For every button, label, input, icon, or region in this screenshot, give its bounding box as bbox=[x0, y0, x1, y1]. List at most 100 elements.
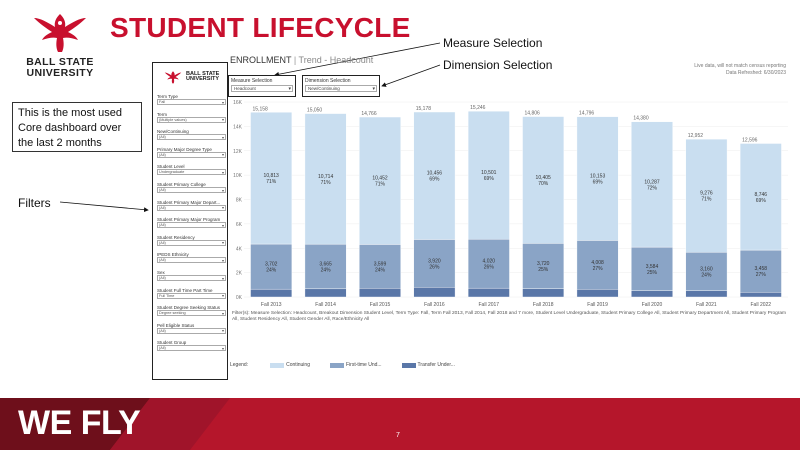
measure-selection-dropdown[interactable]: Headcount bbox=[231, 85, 293, 92]
filter-dropdown[interactable]: (Multiple values) bbox=[157, 116, 226, 123]
footer-slogan: WE FLY bbox=[18, 404, 141, 442]
filter-label: IPEDS Ethnicity bbox=[157, 252, 189, 258]
filter-label: Pell Eligible Status bbox=[157, 322, 195, 328]
bar-transfer bbox=[631, 290, 673, 298]
filter-dropdown[interactable]: (All) bbox=[157, 134, 226, 141]
filter-sex: Sex (All) bbox=[157, 270, 226, 281]
x-category-label: Fall 2019 bbox=[587, 302, 608, 308]
dashboard-title: ENROLLMENT | Trend - Headcount bbox=[230, 55, 373, 65]
bar-continuing bbox=[739, 143, 782, 251]
bar-first-time bbox=[685, 251, 728, 291]
bar-transfer bbox=[304, 288, 347, 298]
y-tick-label: 10K bbox=[233, 173, 243, 179]
continuing-pct-label: 69% bbox=[593, 180, 604, 186]
y-tick-label: 4K bbox=[236, 246, 243, 252]
dimension-selection-label: Dimension Selection bbox=[305, 78, 351, 84]
bar-first-time bbox=[304, 243, 347, 290]
bar-first-time bbox=[631, 246, 673, 291]
live-data-note-1: Live data, will not match census reporti… bbox=[694, 63, 786, 69]
filter-label: Student Degree Seeking Status bbox=[157, 305, 221, 311]
filter-label: Student Group bbox=[157, 340, 187, 346]
filter-primary-major-degree-type: Primary Major Degree Type (All) bbox=[157, 147, 226, 158]
y-tick-label: 8K bbox=[236, 198, 243, 204]
first-time-value-label: 4,008 bbox=[591, 260, 604, 266]
filter-dropdown[interactable]: Fall bbox=[157, 99, 226, 105]
filter-label: Student Residency bbox=[157, 234, 195, 240]
y-tick-label: 2K bbox=[236, 271, 243, 277]
y-tick-label: 12K bbox=[233, 149, 243, 155]
first-time-pct-label: 24% bbox=[321, 267, 332, 273]
cardinal-small-icon bbox=[164, 71, 182, 84]
filter-label: Primary Major Degree Type bbox=[157, 146, 212, 152]
bar-transfer bbox=[250, 288, 293, 298]
legend-swatch bbox=[270, 362, 285, 368]
dimension-selection-dropdown[interactable]: New/Continuing bbox=[305, 85, 377, 92]
measure-arrow bbox=[274, 42, 441, 77]
bar-total-label: 15,246 bbox=[470, 105, 486, 111]
first-time-value-label: 3,599 bbox=[374, 261, 387, 267]
bar-continuing bbox=[631, 121, 673, 248]
measure-callout: Measure Selection bbox=[443, 36, 543, 50]
bar-total-label: 14,796 bbox=[579, 111, 595, 117]
filter-label: Student Level bbox=[157, 164, 185, 170]
bar-transfer bbox=[359, 288, 401, 298]
enrollment-chart: 0K2K4K6K8K10K12K14K16K10,81371%3,70224%1… bbox=[233, 100, 788, 308]
filter-term: Term (Multiple values) bbox=[157, 112, 226, 123]
filter-dropdown[interactable]: (All) bbox=[157, 257, 226, 264]
filter-student-primary-major-depart: Student Primary Major Depart... (All) bbox=[157, 200, 226, 211]
bar-continuing bbox=[250, 112, 293, 245]
filter-dropdown[interactable]: (All) bbox=[157, 345, 226, 352]
filter-dropdown[interactable]: (All) bbox=[157, 222, 226, 229]
bar-first-time bbox=[467, 238, 510, 289]
bar-total-label: 14,766 bbox=[361, 111, 377, 117]
first-time-pct-label: 24% bbox=[701, 272, 712, 278]
filter-student-full-time-part-time: Student Full Time Part Time Full Time bbox=[157, 288, 226, 299]
filter-ipeds-ethnicity: IPEDS Ethnicity (All) bbox=[157, 252, 226, 264]
first-time-pct-label: 24% bbox=[266, 268, 277, 274]
filter-label: Term bbox=[157, 111, 167, 117]
measure-selection-box: Measure Selection Headcount bbox=[228, 75, 296, 97]
legend-text: Transfer Under... bbox=[417, 362, 455, 368]
filter-dropdown[interactable]: (All) bbox=[157, 275, 226, 281]
continuing-pct-label: 69% bbox=[484, 176, 495, 182]
bar-total-label: 12,596 bbox=[742, 137, 758, 143]
first-time-pct-label: 27% bbox=[756, 272, 767, 278]
bar-first-time bbox=[522, 243, 565, 289]
filter-pell-eligible-status: Pell Eligible Status (All) bbox=[157, 323, 226, 334]
filter-new-continuing: New/Continuing (All) bbox=[157, 129, 226, 141]
chart-filters-description: Filter(s): Measure Selection: Headcount,… bbox=[232, 311, 787, 322]
filter-dropdown[interactable]: Undergraduate bbox=[157, 169, 226, 176]
filter-dropdown[interactable]: (All) bbox=[157, 187, 226, 193]
first-time-value-label: 3,584 bbox=[646, 264, 659, 270]
dimension-arrow bbox=[381, 64, 441, 87]
filter-dropdown[interactable]: (All) bbox=[157, 204, 226, 211]
dimension-selection-box: Dimension Selection New/Continuing bbox=[302, 75, 380, 97]
cardinal-logo-icon bbox=[34, 14, 86, 52]
bar-continuing bbox=[522, 116, 565, 244]
legend-item[interactable]: Continuing bbox=[270, 362, 310, 368]
filter-dropdown[interactable]: (All) bbox=[157, 151, 226, 158]
continuing-value-label: 10,452 bbox=[372, 176, 388, 182]
first-time-pct-label: 26% bbox=[429, 264, 440, 270]
filter-dropdown[interactable]: (All) bbox=[157, 327, 226, 334]
filter-dropdown[interactable]: Degree seeking bbox=[157, 310, 226, 317]
bar-first-time bbox=[413, 239, 456, 288]
first-time-value-label: 3,665 bbox=[319, 261, 332, 267]
bar-total-label: 15,178 bbox=[416, 106, 432, 112]
continuing-pct-label: 71% bbox=[701, 197, 712, 203]
y-tick-label: 0K bbox=[236, 295, 243, 301]
first-time-pct-label: 25% bbox=[647, 270, 658, 276]
filter-dropdown[interactable]: Full Time bbox=[157, 292, 226, 299]
filter-label: New/Continuing bbox=[157, 129, 189, 135]
bar-total-label: 15,050 bbox=[307, 108, 323, 114]
legend-item[interactable]: Transfer Under... bbox=[401, 362, 455, 368]
filter-dropdown[interactable]: (All) bbox=[157, 239, 226, 246]
logo-line-2: UNIVERSITY bbox=[26, 67, 94, 79]
x-category-label: Fall 2013 bbox=[261, 302, 282, 308]
bar-total-label: 14,380 bbox=[633, 116, 649, 122]
legend-item[interactable]: First-time Und... bbox=[329, 362, 382, 368]
legend-swatch bbox=[329, 362, 344, 368]
continuing-pct-label: 71% bbox=[266, 179, 277, 185]
continuing-value-label: 10,287 bbox=[644, 179, 660, 185]
